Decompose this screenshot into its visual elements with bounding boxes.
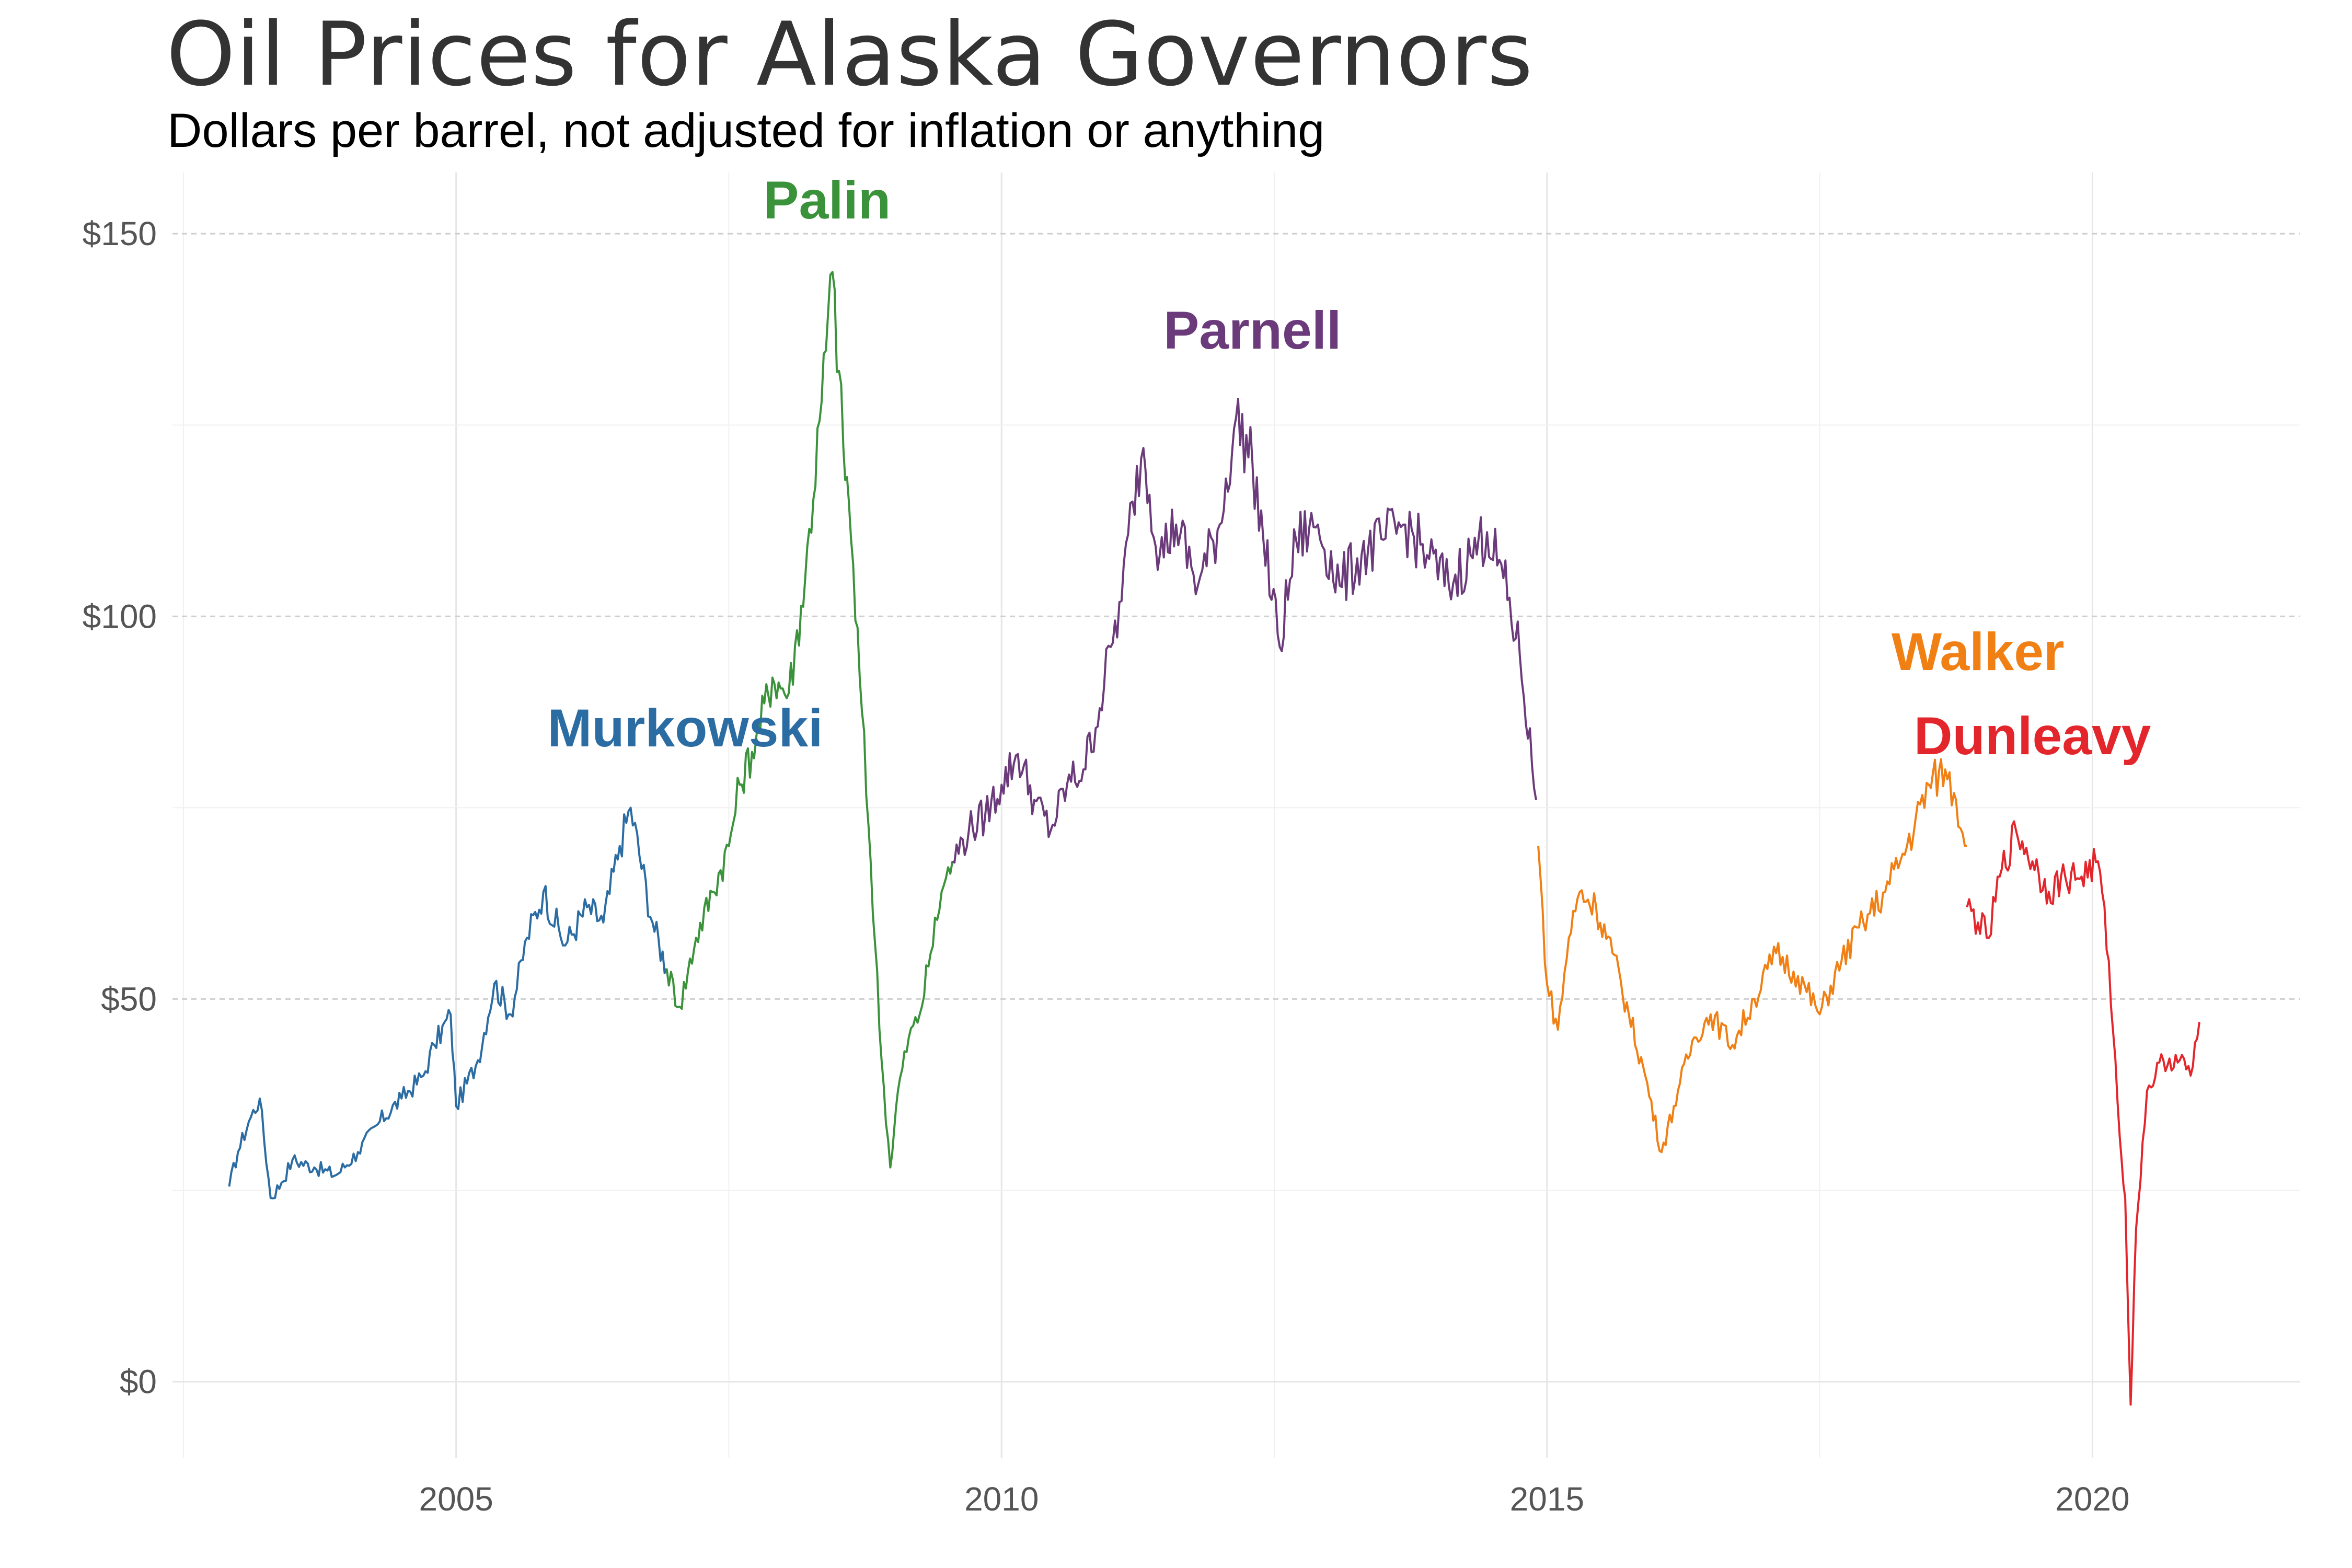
series-line-walker bbox=[1537, 758, 1967, 1154]
series-lines bbox=[228, 271, 2200, 1406]
x-tick-label: 2005 bbox=[419, 1480, 493, 1518]
y-tick-label: $50 bbox=[101, 980, 157, 1018]
series-line-murkowski bbox=[228, 806, 668, 1200]
series-label-walker: Walker bbox=[1892, 622, 2065, 682]
series-line-parnell bbox=[952, 398, 1537, 864]
axis-tick-labels: $0 $50 $100 $150 2005 2010 2015 2020 bbox=[83, 215, 2130, 1518]
series-label-palin: Palin bbox=[763, 170, 891, 230]
series-label-dunleavy: Dunleavy bbox=[1914, 706, 2151, 766]
x-tick-label: 2015 bbox=[1510, 1480, 1584, 1518]
y-tick-label: $100 bbox=[83, 597, 157, 635]
x-tick-label: 2010 bbox=[964, 1480, 1039, 1518]
series-line-dunleavy bbox=[1966, 820, 2200, 1406]
y-tick-label: $150 bbox=[83, 215, 157, 252]
series-label-murkowski: Murkowski bbox=[547, 698, 823, 758]
y-tick-label: $0 bbox=[120, 1363, 157, 1401]
series-line-palin bbox=[665, 271, 954, 1169]
series-label-parnell: Parnell bbox=[1163, 301, 1341, 360]
x-tick-label: 2020 bbox=[2055, 1480, 2129, 1518]
grid-lines bbox=[172, 172, 2300, 1458]
chart-subtitle: Dollars per barrel, not adjusted for inf… bbox=[167, 104, 1325, 157]
chart-title: Oil Prices for Alaska Governors bbox=[166, 3, 1534, 106]
series-labels: Murkowski Palin Parnell Walker Dunleavy bbox=[547, 170, 2151, 766]
